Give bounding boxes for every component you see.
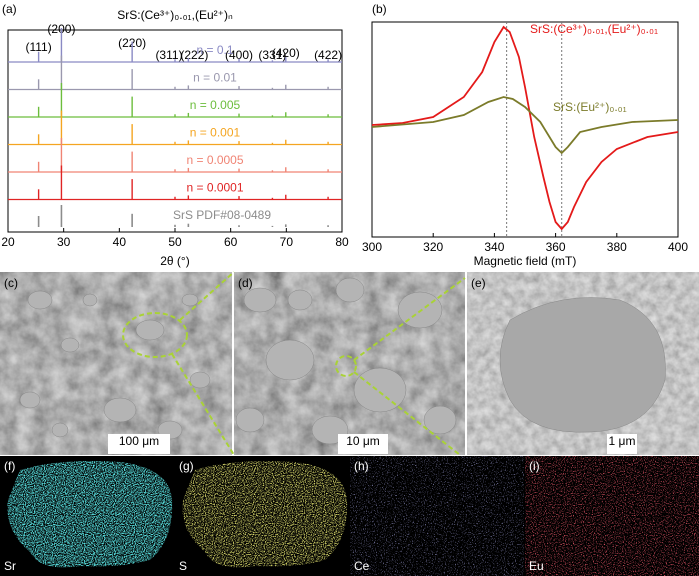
panel-label: (a) <box>2 2 17 16</box>
peak-label: (111) <box>25 40 51 54</box>
sem-images: 100 μm 10 μm 1 μm <box>0 271 699 456</box>
legend-label: SrS PDF#08-0489 <box>173 208 271 222</box>
panel-label: (i) <box>529 459 540 473</box>
scale-bar <box>338 434 388 454</box>
x-tick-label: 380 <box>607 240 627 254</box>
panel-label: (f) <box>4 459 15 473</box>
x-tick-label: 40 <box>113 235 127 249</box>
x-tick-label: 60 <box>224 235 238 249</box>
x-tick-label: 80 <box>335 235 349 249</box>
panel-labels: (a) (b) (c) (d) (e) (f) (g) (h) (i) <box>2 2 540 473</box>
element-label: S <box>179 559 187 573</box>
scale-label: 100 μm <box>119 434 159 448</box>
peak-label: (331) <box>258 48 286 62</box>
x-tick-label: 70 <box>280 235 294 249</box>
particles <box>19 277 666 445</box>
legend-label: n = 0.0001 <box>186 181 243 195</box>
x-axis-label: Magnetic field (mT) <box>474 254 577 268</box>
scale-bar <box>607 434 637 454</box>
peak-label: (400) <box>225 48 253 62</box>
eds-s <box>182 461 348 568</box>
series-line <box>371 96 679 155</box>
x-tick-label: 360 <box>546 240 566 254</box>
panel-label: (b) <box>372 2 387 16</box>
legend-label: n = 0.005 <box>190 98 241 112</box>
element-label: Eu <box>529 559 544 573</box>
eds-maps: Sr S Ce Eu <box>0 456 699 576</box>
panel-label: (e) <box>471 276 486 290</box>
series-label: SrS:(Ce³⁺)₀.₀₁,(Eu²⁺)₀.₀₁ <box>530 22 658 36</box>
x-tick-label: 320 <box>423 240 443 254</box>
series-line <box>371 25 679 231</box>
x-axis-label: 2θ (°) <box>160 254 189 268</box>
legend-label: n = 0.1 <box>196 43 233 57</box>
plot-frame <box>371 21 679 238</box>
peak-label: (222) <box>180 48 208 62</box>
chart-title: SrS:(Ce³⁺)₀.₀₁,(Eu²⁺)ₙ <box>117 8 233 22</box>
eds-ce <box>350 456 524 576</box>
legend-label: n = 0.0005 <box>186 153 243 167</box>
series-label: SrS:(Eu²⁺)₀.₀₁ <box>553 100 627 114</box>
x-tick-label: 20 <box>1 235 15 249</box>
eds-eu <box>525 456 699 576</box>
element-label: Ce <box>354 559 370 573</box>
eds-sr <box>7 461 173 568</box>
zoom-lines <box>122 271 466 456</box>
legend-label: n = 0.001 <box>190 126 241 140</box>
x-tick-label: 300 <box>362 240 382 254</box>
x-tick-label: 30 <box>57 235 71 249</box>
element-label: Sr <box>4 559 16 573</box>
x-tick-label: 340 <box>484 240 504 254</box>
panel-label: (g) <box>179 459 194 473</box>
panel-label: (h) <box>354 459 369 473</box>
panel-label: (d) <box>238 276 253 290</box>
peak-label: (420) <box>272 46 300 60</box>
scale-label: 1 μm <box>609 434 636 448</box>
panel-label: (c) <box>4 276 18 290</box>
scale-label: 10 μm <box>346 434 380 448</box>
peak-label: (422) <box>314 48 342 62</box>
scale-bar <box>108 434 170 454</box>
peak-label: (311) <box>155 48 182 62</box>
x-tick-label: 400 <box>668 240 688 254</box>
legend-label: n = 0.01 <box>193 71 237 85</box>
x-tick-label: 50 <box>168 235 182 249</box>
